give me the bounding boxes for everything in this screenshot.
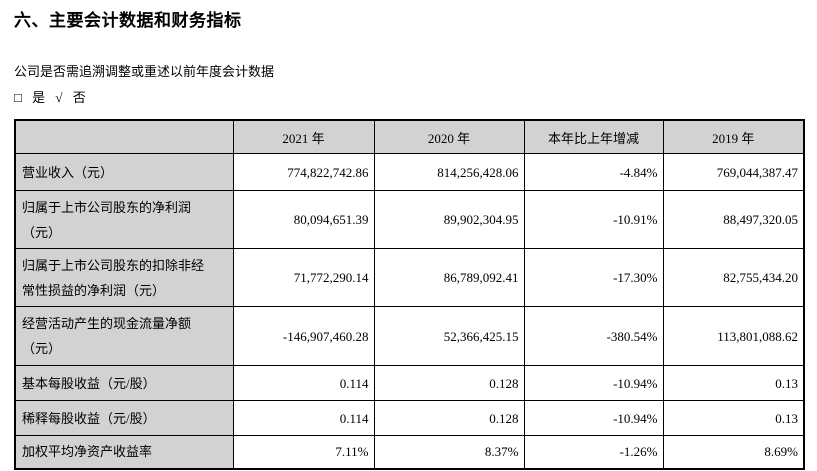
- value-cell: 8.69%: [662, 435, 805, 469]
- checkbox-yes-label: 是: [32, 90, 46, 105]
- table-row: 稀释每股收益（元/股） 0.114 0.128 -10.94% 0.13: [14, 400, 805, 436]
- value-cell: 774,822,742.86: [232, 153, 375, 191]
- value-cell: -1.26%: [523, 435, 664, 469]
- value-cell: 89,902,304.95: [373, 190, 525, 249]
- row-label: 稀释每股收益（元/股）: [14, 400, 234, 436]
- value-cell: 82,755,434.20: [662, 248, 805, 307]
- table-body: 营业收入（元） 774,822,742.86 814,256,428.06 -4.84…: [14, 153, 805, 469]
- value-cell: 88,497,320.05: [662, 190, 805, 249]
- value-cell: 0.128: [373, 365, 525, 401]
- value-cell: 80,094,651.39: [232, 190, 375, 249]
- table-header-row: 2021 年 2020 年本年比上年增减 2019 年: [14, 119, 805, 154]
- financial-indicators-table: 2021 年 2020 年本年比上年增减 2019 年 营业收入（元） 774,822…: [14, 119, 805, 470]
- value-cell: 0.13: [662, 400, 805, 436]
- table-row: 营业收入（元） 774,822,742.86 814,256,428.06 -4.84…: [14, 153, 805, 191]
- row-label: 经营活动产生的现金流量净额 （元）: [14, 306, 234, 366]
- value-cell: 769,044,387.47: [662, 153, 805, 191]
- restatement-checkbox-line: □ 是 √ 否: [14, 89, 803, 106]
- table-row: 经营活动产生的现金流量净额 （元） -146,907,460.28 52,366,4…: [14, 306, 805, 366]
- value-cell: 113,801,088.62: [662, 306, 805, 366]
- value-cell: 0.13: [662, 365, 805, 401]
- value-cell: 814,256,428.06: [373, 153, 525, 191]
- value-cell: 52,366,425.15: [373, 306, 525, 366]
- value-cell: 86,789,092.41: [373, 248, 525, 307]
- column-header: 2019 年: [662, 119, 805, 154]
- value-cell: 0.114: [232, 400, 375, 436]
- column-header: 2021 年: [232, 119, 375, 154]
- row-label: 基本每股收益（元/股）: [14, 365, 234, 401]
- value-cell: -10.91%: [523, 190, 664, 249]
- column-header: 2020 年: [373, 119, 525, 154]
- value-cell: 8.37%: [373, 435, 525, 469]
- row-label: 加权平均净资产收益率: [14, 435, 234, 469]
- value-cell: 71,772,290.14: [232, 248, 375, 307]
- checkmark-icon: √: [55, 90, 63, 105]
- value-cell: -380.54%: [523, 306, 664, 366]
- page-title: 六、主要会计数据和财务指标: [14, 11, 242, 30]
- table-row: 归属于上市公司股东的净利润 （元） 80,094,651.39 89,902,304…: [14, 190, 805, 249]
- checkbox-no-label: 否: [72, 90, 86, 105]
- value-cell: -17.30%: [523, 248, 664, 307]
- checkbox-yes-box-icon: □: [14, 90, 22, 105]
- corner-header-cell: [14, 119, 234, 154]
- table-row: 加权平均净资产收益率 7.11% 8.37% -1.26% 8.69%: [14, 435, 805, 469]
- row-label: 归属于上市公司股东的扣除非经 常性损益的净利润（元）: [14, 248, 234, 307]
- value-cell: -4.84%: [523, 153, 664, 191]
- table-row: 归属于上市公司股东的扣除非经 常性损益的净利润（元） 71,772,290.14 8…: [14, 248, 805, 307]
- value-cell: 0.128: [373, 400, 525, 436]
- value-cell: 7.11%: [232, 435, 375, 469]
- value-cell: -10.94%: [523, 365, 664, 401]
- value-cell: -146,907,460.28: [232, 306, 375, 366]
- column-header: 本年比上年增减: [523, 119, 664, 154]
- value-cell: 0.114: [232, 365, 375, 401]
- row-label: 归属于上市公司股东的净利润 （元）: [14, 190, 234, 249]
- restatement-question: 公司是否需追溯调整或重述以前年度会计数据: [14, 64, 275, 79]
- row-label: 营业收入（元）: [14, 153, 234, 191]
- table-row: 基本每股收益（元/股） 0.114 0.128 -10.94% 0.13: [14, 365, 805, 401]
- value-cell: -10.94%: [523, 400, 664, 436]
